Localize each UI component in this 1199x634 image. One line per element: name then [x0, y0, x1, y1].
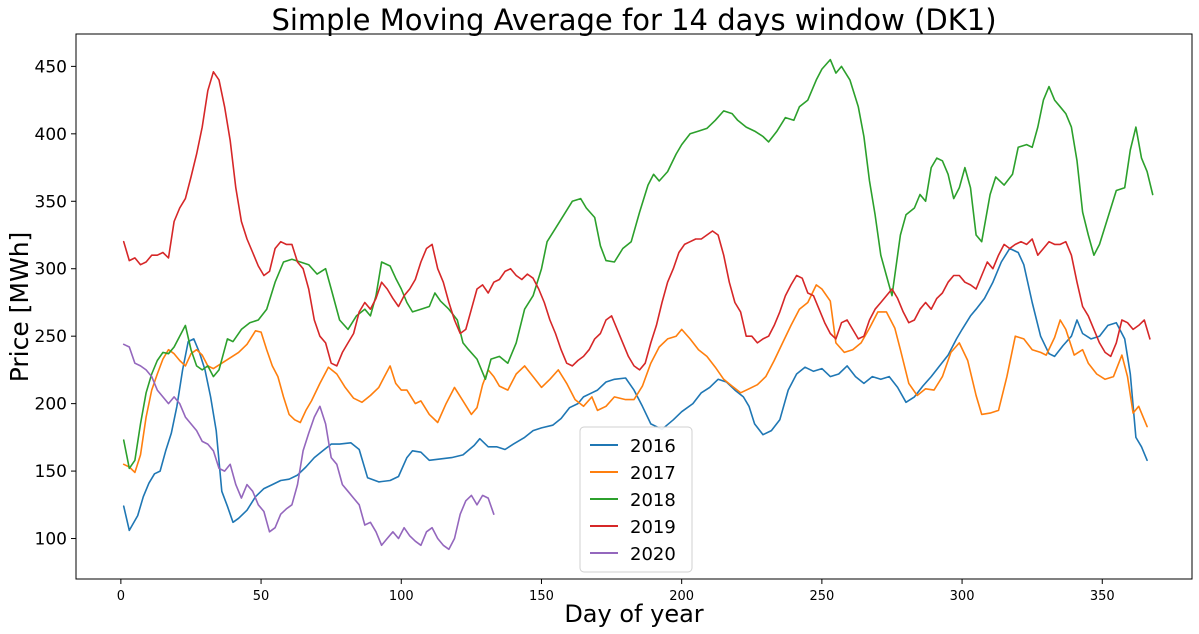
y-tick-label: 250 — [35, 327, 67, 347]
x-tick-label: 50 — [253, 589, 270, 604]
y-tick-label: 400 — [35, 125, 67, 145]
plot-area: 0 50 100 150 200 250 300 350 100 150 200 250 300 350 4… — [35, 33, 1193, 604]
series-line-2016 — [122, 247, 1148, 532]
y-tick-label: 350 — [35, 192, 67, 212]
legend-label-2020: 2020 — [630, 544, 676, 565]
x-axis-label: Day of year — [564, 600, 703, 628]
x-tick-label: 0 — [117, 589, 125, 604]
y-tick-label: 150 — [35, 462, 67, 482]
x-tick-label: 300 — [950, 589, 975, 604]
series-line-2017 — [122, 284, 1148, 474]
x-tick-label: 150 — [529, 589, 554, 604]
legend-box — [579, 426, 693, 573]
series-line-2020 — [122, 343, 495, 551]
y-tick-label: 100 — [35, 530, 67, 550]
legend-label-2019: 2019 — [630, 517, 676, 538]
legend-label-2018: 2018 — [630, 490, 676, 511]
legend-label-2017: 2017 — [630, 463, 676, 484]
legend: 2016 2017 2018 2019 2020 — [579, 426, 693, 573]
x-tick-label: 250 — [809, 589, 834, 604]
y-axis-label: Price [MWh] — [5, 232, 34, 383]
x-tick-label: 350 — [1090, 589, 1115, 604]
x-tick-label: 100 — [389, 589, 414, 604]
plot-frame — [75, 33, 1193, 580]
y-tick-label: 450 — [35, 57, 67, 77]
legend-label-2016: 2016 — [630, 436, 676, 457]
y-tick-label: 300 — [35, 260, 67, 280]
series-line-2019 — [122, 71, 1151, 371]
series-line-2018 — [122, 58, 1154, 470]
chart-title: Simple Moving Average for 14 days window… — [271, 3, 996, 37]
x-tick-label: 200 — [669, 589, 694, 604]
y-tick-label: 200 — [35, 395, 67, 415]
